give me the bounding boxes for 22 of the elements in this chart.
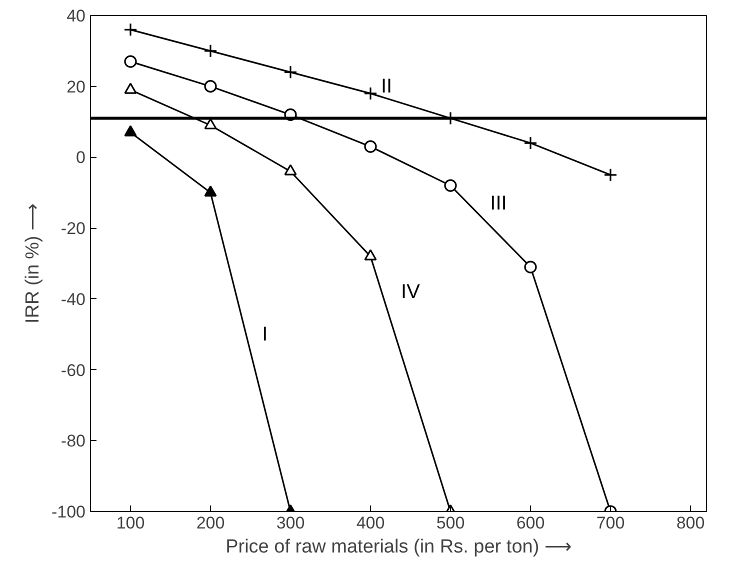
series-label: IV <box>401 280 421 303</box>
x-tick-label: 400 <box>356 514 385 532</box>
x-tick-label: 700 <box>596 514 625 532</box>
x-tick-label: 100 <box>116 514 145 532</box>
y-tick-label: -60 <box>60 360 86 380</box>
y-tick-label: -80 <box>60 432 86 451</box>
x-tick-label: 800 <box>676 514 705 532</box>
y-tick-label: -40 <box>60 290 86 309</box>
y-tick-label: 40 <box>66 6 86 26</box>
x-tick-label: 300 <box>276 514 305 532</box>
y-tick-label: -100 <box>51 502 86 522</box>
series-label: III <box>490 192 507 214</box>
x-tick-label: 600 <box>516 514 545 532</box>
y-tick-label: 0 <box>76 148 86 168</box>
y-tick-label: -20 <box>60 219 86 238</box>
y-axis-title: IRR (in %) ⟶ <box>22 204 44 324</box>
series-label: I <box>262 323 268 346</box>
series-label: II <box>380 75 392 98</box>
x-axis-title: Price of raw materials (in Rs. per ton) ⟶ <box>226 536 572 558</box>
x-tick-label: 200 <box>196 514 225 532</box>
x-tick-label: 500 <box>436 514 465 532</box>
y-tick-label: 20 <box>66 77 86 96</box>
